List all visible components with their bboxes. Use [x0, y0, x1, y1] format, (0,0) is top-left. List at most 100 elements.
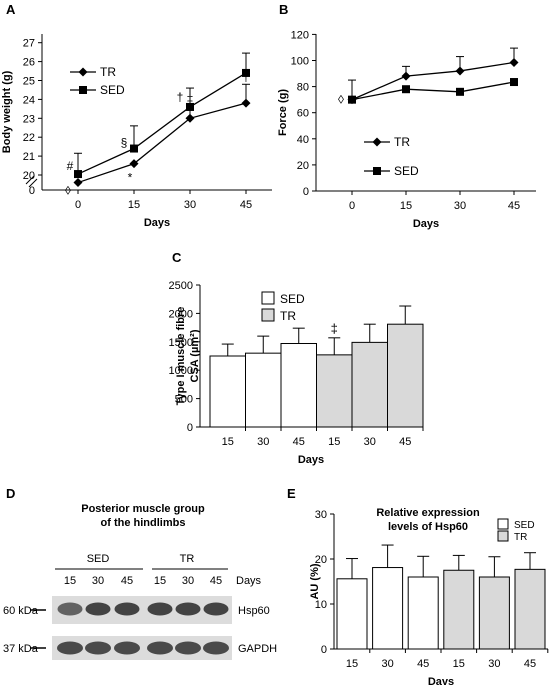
chart-a-legend-marker [78, 67, 88, 77]
chart-c-legend-swatch-tr [261, 308, 275, 322]
chart-c-bar-sed [245, 352, 282, 428]
chart-a-annotation: † [177, 90, 184, 104]
chart-e-x-tick-label: 45 [417, 658, 429, 670]
panel-letter-c: C [172, 250, 182, 265]
chart-c-bar-sed [209, 355, 246, 428]
panel-letter-e: E [287, 486, 296, 501]
chart-a-x-tick-label: 15 [128, 199, 140, 211]
chart-a-y-tick-label: 23 [23, 113, 35, 125]
chart-a-point-tr [241, 98, 251, 108]
blot-band-hsp60 [114, 602, 140, 616]
blot-hsp60-name: Hsp60 [238, 605, 270, 617]
chart-c-bar-tr [387, 323, 424, 428]
blot-gapdh-name: GAPDH [238, 643, 277, 655]
chart-e-legend-swatch-sed [497, 518, 509, 530]
chart-b-annotation: ◊ [338, 93, 344, 107]
chart-a-point-sed [242, 68, 250, 77]
chart-a-annotation: † [243, 70, 250, 84]
chart-b-legend-label: SED [394, 164, 419, 178]
chart-b-series-line-tr [351, 61, 515, 101]
chart-a-y-tick-label: 25 [23, 76, 35, 88]
chart-a-legend-marker [79, 86, 87, 94]
chart-c-y-tick-label: 2500 [169, 280, 193, 292]
chart-c-x-tick-label: 45 [399, 436, 411, 448]
chart-e-bar-tr [514, 568, 546, 650]
chart-a-axis-break [25, 175, 35, 185]
blot-band-hsp60 [203, 602, 229, 616]
chart-a-point-tr [185, 113, 195, 123]
chart-a-point-tr [73, 178, 83, 188]
chart-c: 0 500 1000 1500 2000 2500 15 30 45 15 30 45 Days Type… [169, 280, 424, 466]
chart-b-y-tick-label: 120 [291, 29, 309, 41]
chart-e-x-tick-label: 15 [346, 658, 358, 670]
chart-e-title: Relative expression [376, 507, 480, 519]
chart-b-x-tick-label: 0 [349, 200, 355, 212]
chart-a-y-tick-label: 27 [23, 38, 35, 50]
chart-e-legend-swatch-tr [497, 530, 509, 542]
chart-c-y-tick-label: 1000 [169, 365, 193, 377]
chart-b-point-tr [401, 71, 411, 81]
chart-e-x-tick-label: 30 [488, 658, 500, 670]
chart-e-legend-label: SED [514, 520, 535, 531]
blot-lane-label: 15 [154, 575, 166, 587]
blot-band-gapdh [57, 641, 83, 655]
chart-e-legend-label: TR [514, 532, 527, 543]
blot-band-hsp60 [85, 602, 111, 616]
chart-a-legend-label: TR [100, 65, 116, 79]
chart-c-y-tick-label: 500 [175, 394, 193, 406]
blot-days-label: Days [236, 575, 262, 587]
chart-c-y-tick-label: 2000 [169, 308, 193, 320]
chart-e-x-tick-label: 15 [453, 658, 465, 670]
chart-b-y-tick-label: 80 [297, 82, 309, 94]
chart-a-point-sed [74, 170, 82, 179]
chart-a-annotation: * [128, 171, 133, 185]
chart-b-point-sed [402, 85, 410, 94]
chart-b-y-tick-label: 40 [297, 134, 309, 146]
chart-a: 20 21 22 23 24 25 26 27 0 0 15 30 45 Days Body weight … [1, 34, 272, 229]
chart-a-point-sed [186, 102, 194, 111]
chart-e-y-axis-title: AU (%) [309, 563, 321, 599]
chart-b-point-sed [510, 78, 518, 87]
chart-e-y-tick-label: 20 [315, 554, 327, 566]
chart-b-point-tr [509, 57, 519, 67]
chart-e-y-tick-label: 0 [321, 644, 327, 656]
chart-e-bar-sed [336, 578, 368, 650]
chart-c-legend-label: TR [280, 309, 296, 323]
chart-c-x-tick-label: 30 [364, 436, 376, 448]
blot-band-gapdh [203, 641, 229, 655]
chart-b-series-line-sed [351, 81, 515, 101]
blot-lane-label: 45 [210, 575, 222, 587]
chart-b-y-axis-title: Force (g) [277, 89, 289, 136]
chart-b-point-sed [348, 95, 356, 104]
chart-c-annotation: ‡ [331, 321, 338, 336]
chart-e-bar-sed [407, 576, 439, 650]
chart-e-x-tick-label: 30 [381, 658, 393, 670]
chart-a-x-tick-label: 30 [184, 199, 196, 211]
chart-b-y-tick-label: 20 [297, 160, 309, 172]
blot-lane-label: 30 [182, 575, 194, 587]
blot-group-sed: SED [87, 553, 110, 565]
blot-lane-label: 45 [121, 575, 133, 587]
chart-b-y-tick-label: 0 [303, 186, 309, 198]
chart-b-x-tick-label: 15 [400, 200, 412, 212]
chart-c-y-axis-title: CSA (µm²) [189, 329, 201, 382]
chart-e-title: levels of Hsp60 [388, 521, 468, 533]
chart-c-x-tick-label: 15 [222, 436, 234, 448]
chart-a-y-tick-label: 0 [29, 185, 35, 197]
chart-a-series-line-tr [77, 102, 247, 184]
blot-band-hsp60 [147, 602, 173, 616]
chart-a-y-tick-label: 24 [23, 94, 35, 106]
chart-a-annotation: § [121, 136, 128, 150]
chart-e-x-tick-label: 45 [524, 658, 536, 670]
blot-title-line1: Posterior muscle group [81, 503, 205, 515]
chart-b-x-tick-label: 30 [454, 200, 466, 212]
panel-letter-b: B [279, 2, 288, 17]
chart-a-point-sed [130, 144, 138, 153]
chart-c-bar-sed [280, 343, 317, 428]
blot-band-gapdh [147, 641, 173, 655]
blot-title-line2: of the hindlimbs [101, 517, 186, 529]
chart-b-x-tick-label: 45 [508, 200, 520, 212]
chart-a-annotation: # [67, 159, 74, 173]
